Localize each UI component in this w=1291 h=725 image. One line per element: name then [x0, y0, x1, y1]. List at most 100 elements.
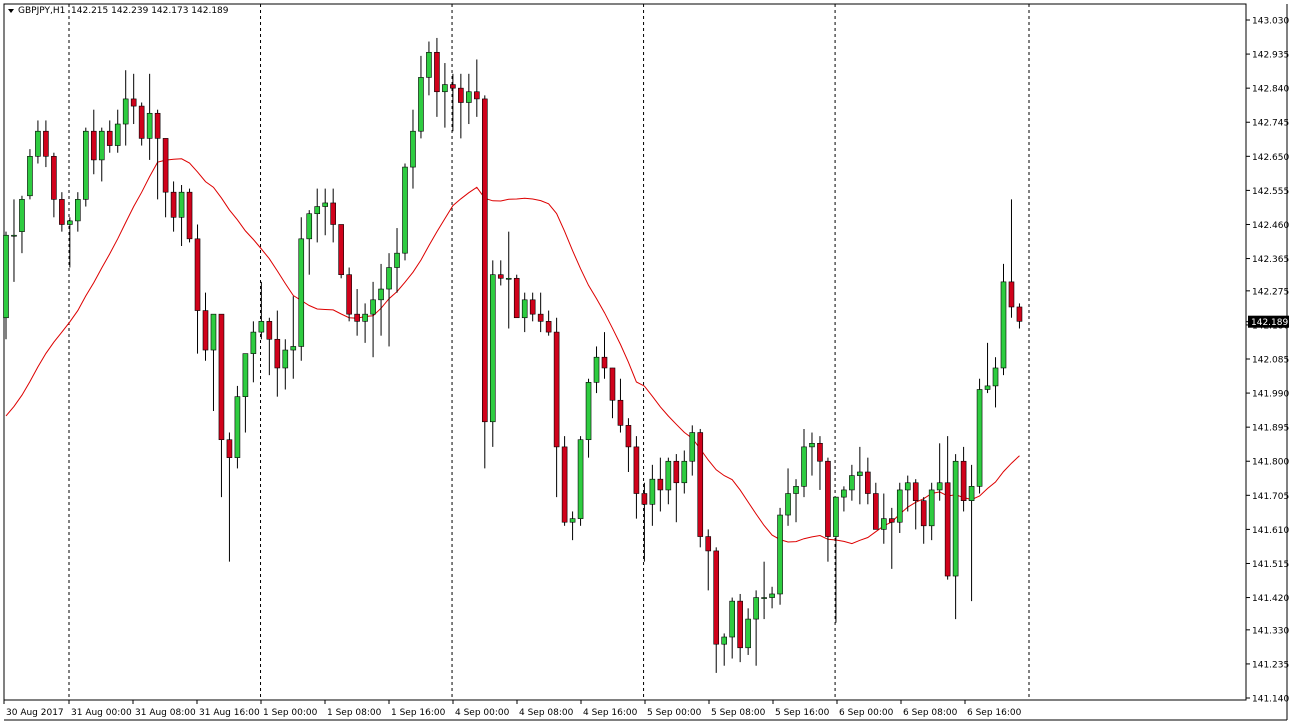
candle-bear[interactable] [154, 112, 161, 139]
candle-bear[interactable] [713, 550, 720, 645]
candle-bull[interactable] [649, 478, 656, 505]
candle-bear[interactable] [226, 439, 233, 458]
candle-bull[interactable] [984, 385, 991, 390]
candle-bull[interactable] [689, 432, 696, 462]
candle-bull[interactable] [729, 600, 735, 638]
candle-bull[interactable] [370, 299, 376, 315]
candle-bull[interactable] [75, 199, 81, 222]
candle-bear[interactable] [162, 138, 169, 193]
candle-bull[interactable] [83, 130, 89, 200]
candle-bear[interactable] [481, 98, 488, 423]
candle-bear[interactable] [545, 321, 552, 333]
candle-bull[interactable] [1000, 281, 1007, 369]
candle-bear[interactable] [59, 199, 65, 225]
candle-bear[interactable] [202, 310, 209, 351]
candle-bull[interactable] [146, 112, 153, 139]
candle-bull[interactable] [98, 130, 105, 161]
candle-bear[interactable] [354, 313, 360, 322]
candle-bear[interactable] [51, 156, 57, 200]
candle-bull[interactable] [19, 199, 25, 232]
candle-bull[interactable] [896, 489, 903, 523]
candle-bull[interactable] [306, 213, 313, 240]
candle-bear[interactable] [218, 313, 225, 441]
candle-bear[interactable] [617, 399, 624, 426]
candle-bear[interactable] [609, 367, 616, 401]
candle-bear[interactable] [138, 105, 145, 139]
candle-bull[interactable] [593, 356, 600, 383]
candle-bear[interactable] [888, 518, 895, 523]
candle-bull[interactable] [258, 321, 265, 333]
candle-bull[interactable] [114, 123, 121, 146]
candle-bull[interactable] [952, 460, 959, 577]
candle-bull[interactable] [904, 482, 911, 491]
candle-bear[interactable] [601, 356, 608, 369]
candle-bull[interactable] [665, 460, 672, 491]
candle-bull[interactable] [298, 238, 305, 347]
candle-bull[interactable] [936, 482, 943, 491]
candle-bear[interactable] [497, 274, 504, 279]
candle-bear[interactable] [625, 425, 632, 448]
candle-bear[interactable] [170, 191, 177, 218]
candle-bull[interactable] [745, 618, 751, 649]
candle-bull[interactable] [282, 349, 289, 369]
candle-bear[interactable] [458, 87, 464, 103]
candle-bear[interactable] [960, 460, 967, 501]
candle-bear[interactable] [130, 98, 137, 107]
candle-bull[interactable] [250, 331, 257, 354]
candle-bear[interactable] [330, 202, 336, 225]
candle-bull[interactable] [27, 156, 33, 197]
candle-bull[interactable] [857, 471, 863, 476]
candle-bull[interactable] [489, 274, 496, 423]
candle-bull[interactable] [426, 51, 432, 78]
candle-bear[interactable] [697, 432, 704, 537]
candle-bull[interactable] [681, 460, 688, 484]
candle-bear[interactable] [920, 500, 927, 527]
candle-bear[interactable] [705, 536, 712, 552]
candle-bear[interactable] [873, 493, 879, 530]
candle-bear[interactable] [450, 84, 456, 89]
candle-bull[interactable] [785, 493, 791, 516]
candle-bear[interactable] [944, 482, 951, 577]
candle-bull[interactable] [67, 220, 73, 225]
candle-bull[interactable] [880, 518, 887, 530]
candle-bull[interactable] [378, 288, 384, 301]
candle-bull[interactable] [577, 439, 584, 519]
candle-bull[interactable] [769, 593, 775, 598]
candle-bull[interactable] [928, 489, 935, 527]
candle-bear[interactable] [43, 130, 49, 157]
candle-bull[interactable] [410, 130, 416, 168]
candle-bear[interactable] [513, 277, 520, 319]
candle-bull[interactable] [521, 299, 528, 319]
candle-bull[interactable] [178, 191, 185, 218]
candle-bear[interactable] [633, 446, 640, 494]
candle-bull[interactable] [968, 486, 975, 501]
candle-bull[interactable] [841, 489, 847, 498]
candle-bear[interactable] [537, 313, 544, 322]
candle-bear[interactable] [274, 338, 281, 369]
candle-bear[interactable] [1016, 306, 1023, 322]
candle-bull[interactable] [234, 396, 241, 458]
candle-bear[interactable] [657, 478, 664, 491]
candle-bull[interactable] [3, 234, 9, 319]
candle-bull[interactable] [122, 98, 129, 125]
candle-bear[interactable] [1008, 281, 1015, 308]
candle-bull[interactable] [992, 367, 999, 387]
candle-bear[interactable] [553, 331, 560, 448]
candle-bull[interactable] [505, 277, 512, 280]
candle-bull[interactable] [418, 77, 424, 132]
candle-bear[interactable] [106, 130, 113, 146]
candle-bear[interactable] [346, 274, 352, 315]
candle-bull[interactable] [322, 202, 329, 207]
dropdown-arrow-icon[interactable] [8, 8, 14, 13]
candle-bull[interactable] [466, 91, 472, 103]
candle-bull[interactable] [35, 130, 41, 157]
candle-bear[interactable] [434, 51, 440, 93]
candle-bear[interactable] [865, 471, 871, 494]
candle-bear[interactable] [338, 224, 344, 275]
candle-bear[interactable] [529, 299, 536, 315]
candle-bear[interactable] [825, 460, 831, 537]
candle-bull[interactable] [569, 518, 576, 523]
candle-bull[interactable] [386, 267, 392, 290]
